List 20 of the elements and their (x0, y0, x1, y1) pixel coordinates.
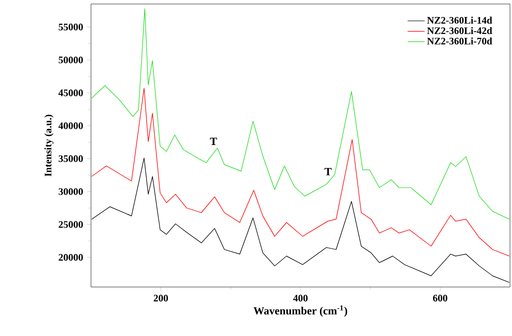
line-series (91, 88, 510, 256)
legend-label: NZ2-360Li-70d (427, 37, 492, 44)
annotation: T (210, 138, 218, 145)
legend-label: NZ2-360Li-42d (427, 27, 492, 34)
y-tick-label: 40000 (58, 122, 83, 130)
y-tick-label: 20000 (58, 254, 83, 261)
y-tick-label: 45000 (58, 89, 83, 96)
y-tick-label: 55000 (58, 24, 83, 30)
y-axis-title: Intensity (a.u.) (44, 114, 54, 176)
x-tick-label: 400 (293, 294, 308, 302)
y-tick-label: 25000 (58, 221, 83, 228)
x-tick-label: 200 (154, 294, 168, 302)
y-tick-label: 50000 (58, 56, 83, 64)
line-series (91, 8, 510, 220)
x-axis-title: Wavenumber (cm$^{-1}$) (254, 305, 348, 317)
y-tick-label: 30000 (58, 188, 83, 195)
x-tick-label: 600 (433, 294, 448, 302)
annotation: T (324, 168, 332, 176)
legend-label: NZ2-360Li-14d (427, 16, 492, 24)
y-tick-label: 35000 (58, 155, 83, 162)
